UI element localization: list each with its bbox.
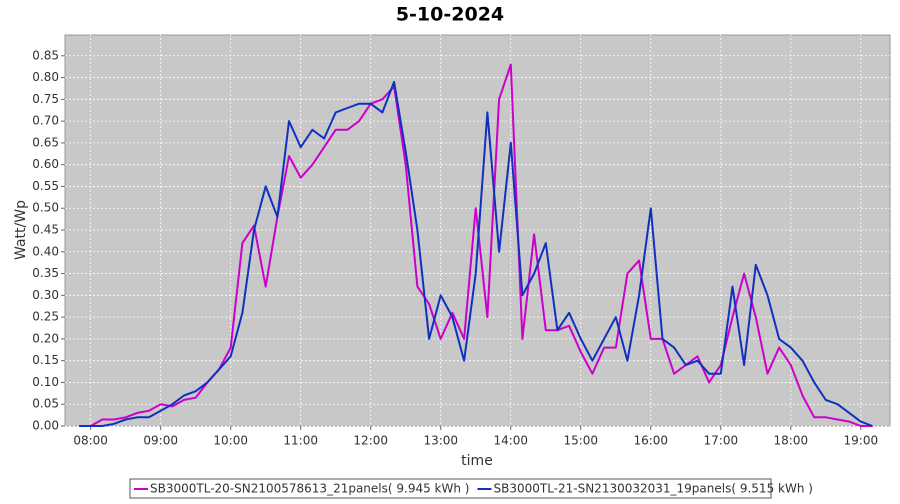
y-tick-label: 0.15 [32, 353, 59, 367]
y-tick-label: 0.85 [32, 48, 59, 62]
y-tick-label: 0.70 [32, 114, 59, 128]
y-tick-label: 0.25 [32, 310, 59, 324]
y-axis-title: Watt/Wp [13, 200, 29, 260]
series-line [79, 80, 873, 427]
y-tick-label: 0.45 [32, 223, 59, 237]
y-tick-label: 0.20 [32, 331, 59, 345]
x-tick-label: 14:00 [493, 434, 528, 448]
x-tick-label: 15:00 [563, 434, 598, 448]
y-tick-label: 0.50 [32, 201, 59, 215]
x-tick-label: 18:00 [774, 434, 809, 448]
y-tick-label: 0.10 [32, 375, 59, 389]
y-tick-label: 0.60 [32, 157, 59, 171]
x-tick-label: 09:00 [143, 434, 178, 448]
x-tick-label: 16:00 [633, 434, 668, 448]
x-axis-title: time [461, 453, 493, 469]
legend [129, 478, 772, 499]
legend-label: SB3000TL-21-SN2130032031_19panels( 9.515… [493, 482, 812, 496]
y-tick-label: 0.05 [32, 397, 59, 411]
y-tick-label: 0.55 [32, 179, 59, 193]
x-tick-label: 11:00 [283, 434, 318, 448]
y-tick-label: 0.35 [32, 266, 59, 280]
y-tick-label: 0.75 [32, 92, 59, 106]
x-tick-label: 12:00 [353, 434, 388, 448]
x-tick-label: 10:00 [213, 434, 248, 448]
y-tick-label: 0.80 [32, 70, 59, 84]
x-tick-label: 19:00 [844, 434, 879, 448]
y-tick-label: 0.40 [32, 244, 59, 258]
y-tick-label: 0.65 [32, 135, 59, 149]
x-tick-label: 17:00 [704, 434, 739, 448]
x-tick-label: 08:00 [73, 434, 108, 448]
y-tick-label: 0.30 [32, 288, 59, 302]
legend-label: SB3000TL-20-SN2100578613_21panels( 9.945… [150, 482, 469, 496]
y-tick-label: 0.00 [32, 419, 59, 433]
chart-title: 5-10-2024 [396, 4, 504, 26]
x-tick-label: 13:00 [423, 434, 458, 448]
